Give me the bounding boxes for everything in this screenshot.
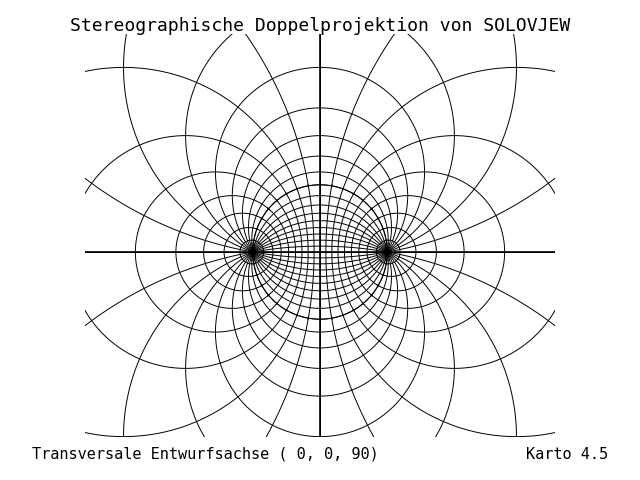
Text: Transversale Entwurfsachse ( 0, 0, 90): Transversale Entwurfsachse ( 0, 0, 90) — [32, 447, 379, 462]
Text: Stereographische Doppelprojektion von SOLOVJEW: Stereographische Doppelprojektion von SO… — [70, 17, 570, 35]
Text: Karto 4.5: Karto 4.5 — [526, 447, 608, 462]
